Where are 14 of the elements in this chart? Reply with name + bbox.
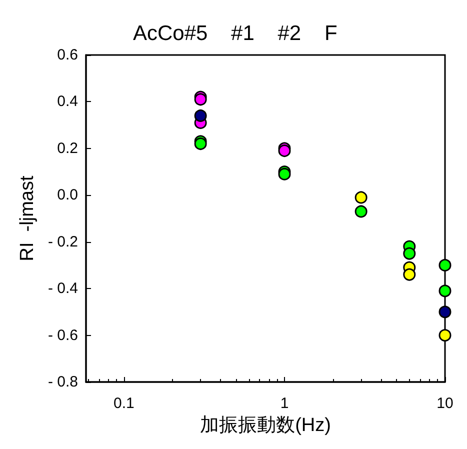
y-tick-label: - 0.4 <box>48 280 78 298</box>
x-axis-title: 加振振動数(Hz) <box>200 414 331 436</box>
x-tick-label: 1 <box>280 395 289 412</box>
x-tick-label: 0.1 <box>114 395 134 412</box>
x-tick-label: 10 <box>436 395 454 412</box>
y-tick-label: - 0.8 <box>48 374 78 390</box>
y-tick-label: 0.0 <box>57 186 78 204</box>
y-tick-label: - 0.6 <box>48 326 78 344</box>
y-tick-label: 0.2 <box>57 140 78 157</box>
y-axis-title: RI -ljmast <box>17 175 38 262</box>
chart-title: AcCo#5 #1 #2 F <box>133 22 338 45</box>
y-tick-label: - 0.2 <box>48 233 78 250</box>
y-tick-label: 0.6 <box>57 46 78 64</box>
y-tick-label: 0.4 <box>57 93 78 110</box>
